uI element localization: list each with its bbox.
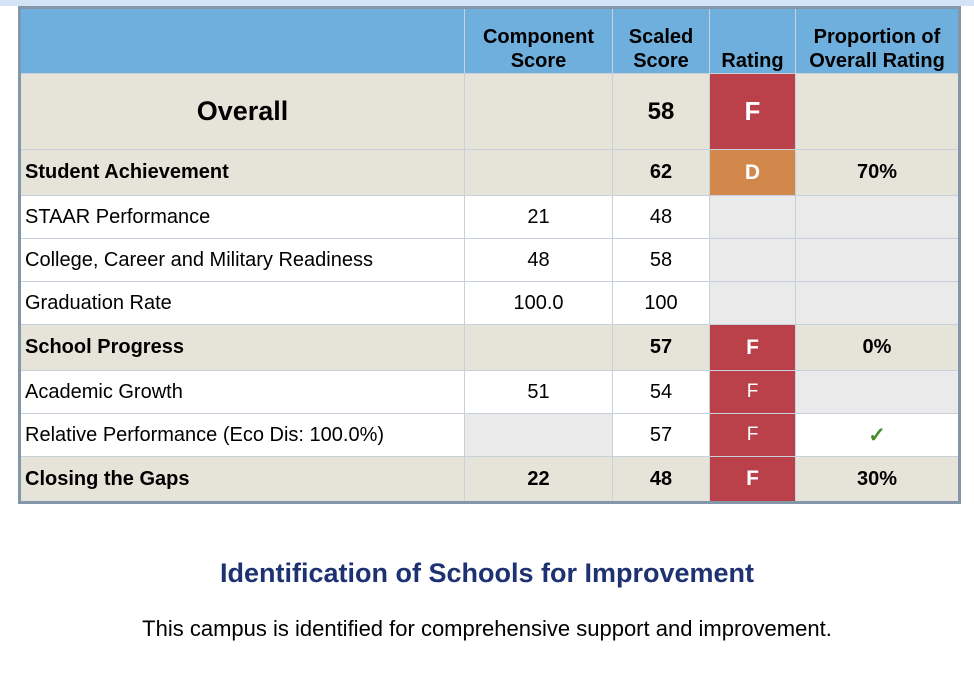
- proportion-cell: [795, 238, 960, 282]
- table-row-graduation-rate: Graduation Rate 100.0 100: [19, 281, 960, 325]
- component-score-cell: [464, 324, 613, 371]
- scaled-score-cell: 100: [612, 281, 710, 325]
- scaled-score-cell: 48: [612, 195, 710, 239]
- scaled-score-cell: 62: [612, 149, 710, 196]
- scaled-score-cell: 54: [612, 370, 710, 414]
- component-score-cell: 22: [464, 456, 613, 503]
- column-header-rating: Rating: [709, 7, 796, 74]
- column-header-scaled-score: Scaled Score: [612, 7, 710, 74]
- rating-badge: F: [709, 324, 796, 371]
- component-score-cell: [464, 149, 613, 196]
- row-label: Graduation Rate: [19, 281, 465, 325]
- column-header-component-score: Component Score: [464, 7, 613, 74]
- column-header-proportion: Proportion of Overall Rating: [795, 7, 960, 74]
- rating-badge: F: [709, 456, 796, 503]
- row-label: School Progress: [19, 324, 465, 371]
- proportion-cell: [795, 281, 960, 325]
- rating-badge: F: [709, 73, 796, 150]
- scaled-score-cell: 48: [612, 456, 710, 503]
- rating-badge: [709, 195, 796, 239]
- row-label: College, Career and Military Readiness: [19, 238, 465, 282]
- component-score-cell: 100.0: [464, 281, 613, 325]
- table-row-closing-the-gaps: Closing the Gaps 22 48 F 30%: [19, 456, 960, 503]
- component-score-cell: [464, 413, 613, 457]
- row-label: Student Achievement: [19, 149, 465, 196]
- table-row-school-progress: School Progress 57 F 0%: [19, 324, 960, 371]
- scaled-score-cell: 58: [612, 238, 710, 282]
- proportion-cell: 30%: [795, 456, 960, 503]
- rating-badge: D: [709, 149, 796, 196]
- proportion-cell: [795, 73, 960, 150]
- improvement-heading: Identification of Schools for Improvemen…: [219, 558, 755, 588]
- rating-badge: F: [709, 413, 796, 457]
- table-row-student-achievement: Student Achievement 62 D 70%: [19, 149, 960, 196]
- rating-badge: [709, 238, 796, 282]
- row-label: Closing the Gaps: [19, 456, 465, 503]
- proportion-cell: 70%: [795, 149, 960, 196]
- row-label: Overall: [19, 73, 465, 150]
- component-score-cell: [464, 73, 613, 150]
- column-header-blank: [19, 7, 465, 74]
- scaled-score-cell: 57: [612, 413, 710, 457]
- table-row-academic-growth: Academic Growth 51 54 F: [19, 370, 960, 414]
- component-score-cell: 48: [464, 238, 613, 282]
- component-score-cell: 21: [464, 195, 613, 239]
- table-row-relative-performance: Relative Performance (Eco Dis: 100.0%) 5…: [19, 413, 960, 457]
- rating-badge: F: [709, 370, 796, 414]
- accountability-ratings-table: Component Score Scaled Score Rating Prop…: [18, 6, 961, 504]
- check-icon: ✓: [868, 423, 886, 447]
- proportion-cell: 0%: [795, 324, 960, 371]
- table-row-overall: Overall 58 F: [19, 73, 960, 150]
- top-accent-strip: [0, 0, 974, 6]
- component-score-cell: 51: [464, 370, 613, 414]
- row-label: STAAR Performance: [19, 195, 465, 239]
- table-row-ccmr: College, Career and Military Readiness 4…: [19, 238, 960, 282]
- scaled-score-cell: 57: [612, 324, 710, 371]
- improvement-text: This campus is identified for comprehens…: [142, 616, 832, 641]
- table-row-staar-performance: STAAR Performance 21 48: [19, 195, 960, 239]
- proportion-cell: ✓: [795, 413, 960, 457]
- table-header-row: Component Score Scaled Score Rating Prop…: [19, 7, 960, 74]
- proportion-cell: [795, 370, 960, 414]
- row-label: Relative Performance (Eco Dis: 100.0%): [19, 413, 465, 457]
- rating-badge: [709, 281, 796, 325]
- row-label: Academic Growth: [19, 370, 465, 414]
- proportion-cell: [795, 195, 960, 239]
- scaled-score-cell: 58: [612, 73, 710, 150]
